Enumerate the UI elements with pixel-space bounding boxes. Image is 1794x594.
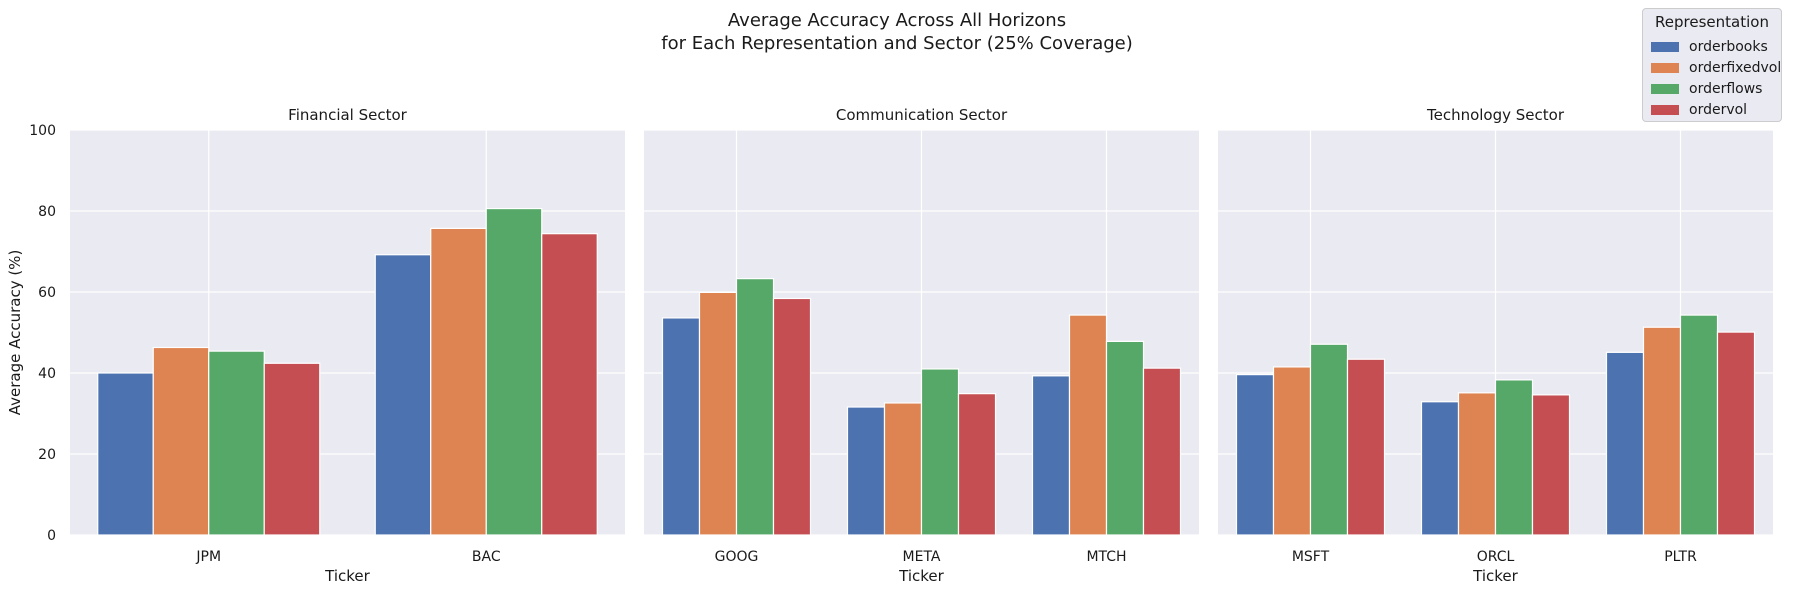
panel-2-bar-goog-orderbooks	[661, 317, 701, 536]
panel-3-bar-msft-orderfixedvol	[1272, 366, 1312, 536]
legend: Representation orderbooks orderfixedvol …	[1642, 8, 1782, 122]
panel-3-bar-orcl-ordervol	[1531, 394, 1571, 536]
panel-2-bar-meta-orderbooks	[846, 406, 886, 536]
panel-2-bar-goog-orderflows	[735, 278, 775, 536]
panel-1-x-tick-label: JPM	[195, 549, 221, 565]
legend-label-orderflows: orderflows	[1689, 81, 1763, 97]
panel-1-y-tick-label: 80	[38, 204, 56, 220]
panel-2-x-tick-label: META	[903, 549, 941, 565]
legend-label-orderbooks: orderbooks	[1689, 39, 1768, 55]
panel-1-y-axis-label: Average Accuracy (%)	[6, 250, 24, 416]
panel-3-x-tick-label: PLTR	[1664, 549, 1697, 565]
panel-1-x-axis-label: Ticker	[324, 567, 370, 585]
panel-3-bar-orcl-orderbooks	[1420, 401, 1460, 536]
panel-3-bar-orcl-orderfixedvol	[1457, 392, 1497, 536]
panel-2-bar-mtch-orderfixedvol	[1068, 314, 1108, 536]
panel-3-bar-msft-orderbooks	[1235, 374, 1275, 536]
panel-1-y-tick-label: 40	[38, 366, 56, 382]
panel-3-bar-pltr-orderfixedvol	[1642, 326, 1682, 536]
panel-3-title: Technology Sector	[1426, 106, 1565, 124]
panel-1-y-tick-label: 20	[38, 447, 56, 463]
panel-1-bar-jpm-orderfixedvol	[152, 346, 210, 536]
panel-3-bar-pltr-orderflows	[1679, 314, 1719, 536]
panel-1-title: Financial Sector	[288, 106, 408, 124]
figure-title-line-2: for Each Representation and Sector (25% …	[661, 33, 1133, 54]
panel-2-x-tick-label: GOOG	[715, 549, 759, 565]
panel-2-title: Communication Sector	[836, 106, 1008, 124]
panel-2-bar-meta-ordervol	[957, 393, 997, 536]
panel-3-bar-msft-ordervol	[1346, 358, 1386, 536]
panel-2-bar-mtch-ordervol	[1142, 367, 1182, 536]
panel-1-bar-jpm-orderflows	[208, 350, 265, 536]
panel-1-bar-bac-ordervol	[541, 233, 598, 536]
panel-1-bar-jpm-ordervol	[263, 362, 321, 536]
legend-title: Representation	[1655, 13, 1769, 31]
panel-3-bar-msft-orderflows	[1309, 343, 1349, 536]
panel-3-x-tick-label: ORCL	[1477, 549, 1515, 565]
panel-2-bar-meta-orderfixedvol	[883, 402, 923, 536]
panel-1-y-tick-label: 0	[47, 528, 56, 544]
panel-2-bar-goog-orderfixedvol	[698, 291, 738, 536]
panel-3-bar-pltr-orderbooks	[1605, 351, 1645, 536]
panel-1-bar-bac-orderflows	[485, 207, 543, 536]
panel-3-x-tick-label: MSFT	[1292, 549, 1330, 565]
legend-label-ordervol: ordervol	[1689, 102, 1748, 118]
legend-swatch-ordervol	[1651, 105, 1679, 115]
legend-item-ordervol: ordervol	[1651, 100, 1747, 120]
panel-1-x-tick-label: BAC	[472, 549, 501, 565]
legend-swatch-orderflows	[1651, 84, 1679, 94]
panel-2-x-tick-label: MTCH	[1086, 549, 1126, 565]
legend-swatch-orderfixedvol	[1651, 63, 1679, 73]
figure-title-line-1: Average Accuracy Across All Horizons	[727, 10, 1067, 31]
panel-1-y-tick-label: 100	[29, 123, 56, 139]
panel-2-x-axis-label: Ticker	[898, 567, 944, 585]
panel-1-bar-jpm-orderbooks	[97, 372, 154, 536]
panel-3-bar-orcl-orderflows	[1494, 379, 1534, 536]
panel-2-bar-mtch-orderbooks	[1031, 375, 1071, 536]
legend-swatch-orderbooks	[1651, 42, 1679, 52]
legend-item-orderfixedvol: orderfixedvol	[1651, 58, 1781, 78]
panel-3-bar-pltr-ordervol	[1716, 331, 1756, 536]
legend-item-orderflows: orderflows	[1651, 79, 1762, 99]
panel-2-bar-mtch-orderflows	[1105, 340, 1145, 536]
panel-3-x-axis-label: Ticker	[1472, 567, 1518, 585]
legend-item-orderbooks: orderbooks	[1651, 37, 1768, 57]
panel-1-bar-bac-orderfixedvol	[430, 227, 487, 536]
panel-2-bar-meta-orderflows	[920, 368, 960, 536]
panel-1-y-tick-label: 60	[38, 285, 56, 301]
panel-1-bar-bac-orderbooks	[374, 254, 432, 536]
legend-label-orderfixedvol: orderfixedvol	[1689, 60, 1782, 76]
panel-2-bar-goog-ordervol	[772, 297, 812, 536]
